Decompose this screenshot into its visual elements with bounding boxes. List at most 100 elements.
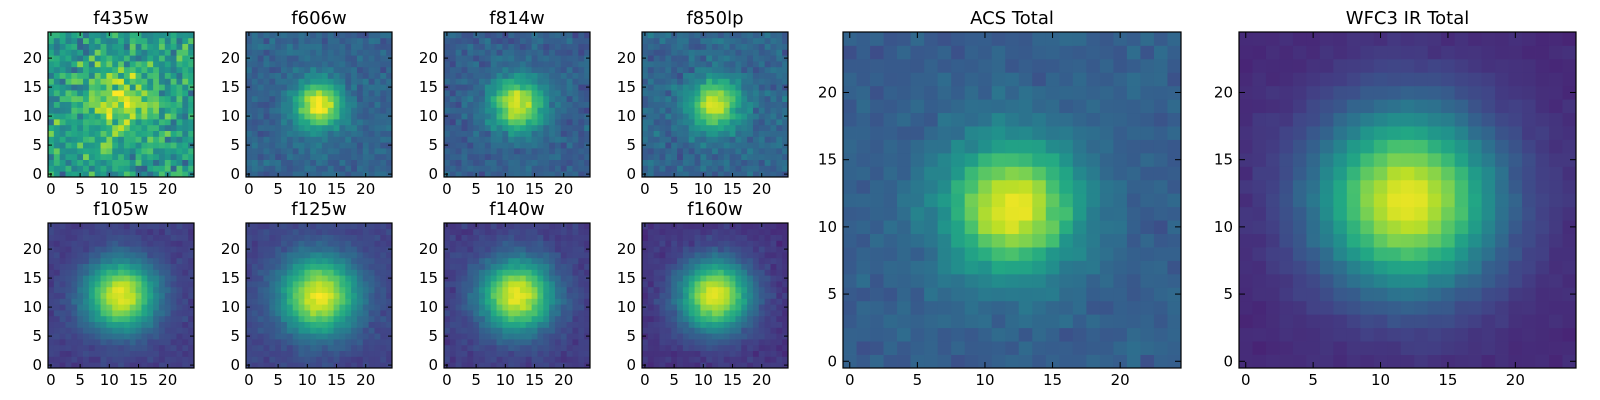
pixel [572, 148, 579, 155]
pixel [560, 315, 568, 322]
pixel [706, 344, 713, 351]
pixel [659, 275, 666, 282]
pixel [269, 269, 276, 276]
pixel [677, 119, 684, 126]
pixel [316, 84, 323, 91]
pixel [519, 246, 527, 253]
pixel [176, 61, 183, 68]
pixel [677, 66, 684, 73]
pixel [543, 234, 550, 241]
pixel [281, 159, 288, 166]
pixel [694, 124, 701, 131]
pixel [118, 315, 125, 322]
pixel [584, 223, 591, 230]
pixel [106, 66, 113, 73]
pixel [94, 43, 101, 50]
pixel [554, 356, 562, 363]
pixel [700, 315, 707, 322]
pixel [298, 350, 305, 357]
pixel [764, 159, 771, 166]
pixel [735, 101, 742, 108]
pixel [112, 257, 119, 264]
pixel [310, 43, 317, 50]
pixel [129, 356, 136, 363]
pixel [444, 269, 451, 276]
pixel [345, 153, 352, 160]
pixel [362, 37, 370, 44]
pixel [251, 315, 259, 322]
pixel [694, 55, 701, 62]
pixel [700, 327, 707, 334]
pixel [164, 333, 172, 340]
pixel [48, 298, 55, 305]
pixel [298, 37, 305, 44]
pixel [65, 61, 72, 68]
pixel [298, 72, 305, 79]
pixel [316, 61, 323, 68]
pixel [368, 43, 375, 50]
pixel [455, 298, 462, 305]
pixel [362, 275, 370, 282]
pixel [519, 61, 527, 68]
pixel [362, 228, 370, 235]
pixel [554, 32, 562, 39]
pixel [83, 327, 90, 334]
pixel [741, 32, 748, 39]
pixel [275, 113, 282, 120]
pixel [362, 78, 370, 85]
pixel [123, 269, 131, 276]
pixel [473, 315, 480, 322]
pixel [368, 281, 375, 288]
pixel [298, 113, 305, 120]
pixel [444, 292, 451, 299]
pixel [537, 344, 544, 351]
pixel [112, 43, 119, 50]
pixel [543, 37, 550, 44]
pixel [386, 344, 393, 351]
pixel [717, 84, 725, 91]
pixel [339, 281, 346, 288]
pixel [310, 362, 317, 369]
pixel [286, 321, 294, 328]
pixel [94, 32, 101, 39]
axes-frame [245, 222, 393, 369]
pixel [700, 148, 707, 155]
pixel [257, 136, 264, 143]
pixel [584, 43, 591, 50]
pixel [65, 148, 72, 155]
pixel [123, 304, 131, 311]
pixel [566, 228, 573, 235]
pixel [741, 292, 748, 299]
pixel [665, 315, 672, 322]
pixel [752, 130, 760, 137]
pixel [141, 246, 148, 253]
pixel [444, 101, 451, 108]
pixel [519, 78, 527, 85]
pixel [251, 257, 259, 264]
pixel [118, 292, 125, 299]
pixel [514, 269, 521, 276]
pixel [554, 321, 562, 328]
pixel [514, 119, 521, 126]
pixel [549, 281, 556, 288]
pixel [741, 344, 748, 351]
pixel [345, 292, 352, 299]
pixel [368, 165, 375, 172]
pixel [665, 275, 672, 282]
pixel [100, 130, 107, 137]
pixel [700, 136, 707, 143]
pixel [356, 339, 364, 346]
pixel [560, 298, 568, 305]
pixel [164, 107, 172, 114]
pixel [345, 269, 352, 276]
y-tick-label: 5 [230, 327, 240, 345]
pixel [94, 315, 101, 322]
pixel [286, 130, 294, 137]
pixel [502, 246, 509, 253]
pixel [153, 124, 160, 131]
pixel [554, 124, 562, 131]
pixel [53, 246, 61, 253]
pixel [514, 240, 521, 247]
pixel [251, 49, 259, 56]
pixel [642, 298, 649, 305]
